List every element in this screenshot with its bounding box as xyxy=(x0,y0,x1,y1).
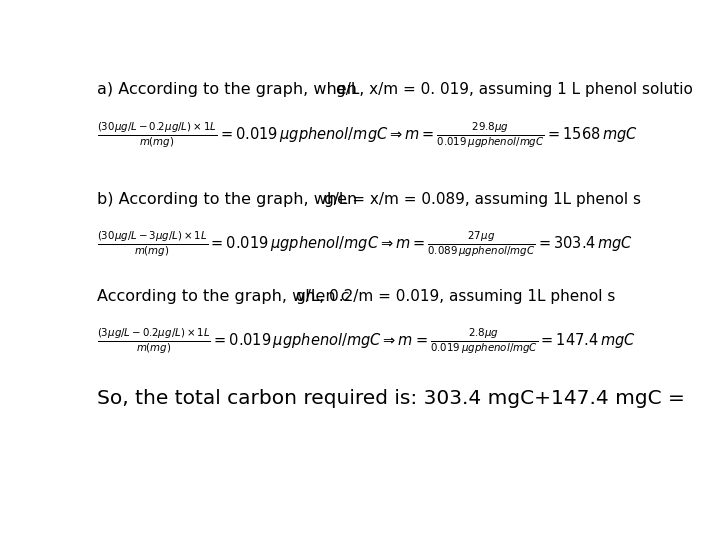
Text: $\frac{(3\mu g / L - 0.2\mu g / L)\times 1L}{m(mg)} = 0.019\,\mu gphenol / mgC\R: $\frac{(3\mu g / L - 0.2\mu g / L)\times… xyxy=(96,327,636,356)
Text: g/L, x/m = 0. 019, assuming 1 L phenol solutio: g/L, x/m = 0. 019, assuming 1 L phenol s… xyxy=(336,82,693,97)
Text: g/L, 0.2/m = 0.019, assuming 1L phenol s: g/L, 0.2/m = 0.019, assuming 1L phenol s xyxy=(297,289,616,305)
Text: a) According to the graph, when: a) According to the graph, when xyxy=(96,82,361,97)
Text: $\frac{(30\mu g / L - 0.2\mu g / L)\times 1L}{m(mg)} = 0.019\,\mu gphenol / mgC\: $\frac{(30\mu g / L - 0.2\mu g / L)\time… xyxy=(96,121,637,150)
Text: $\frac{(30\mu g / L - 3\mu g / L)\times 1L}{m(mg)} = 0.019\,\mu gphenol / mgC\Ri: $\frac{(30\mu g / L - 3\mu g / L)\times … xyxy=(96,230,633,259)
Text: g/L = x/m = 0.089, assuming 1L phenol s: g/L = x/m = 0.089, assuming 1L phenol s xyxy=(324,192,642,207)
Text: So, the total carbon required is: 303.4 mgC+147.4 mgC =: So, the total carbon required is: 303.4 … xyxy=(96,389,685,408)
Text: b) According to the graph, when: b) According to the graph, when xyxy=(96,192,357,207)
Text: According to the graph, when c: According to the graph, when c xyxy=(96,289,349,305)
